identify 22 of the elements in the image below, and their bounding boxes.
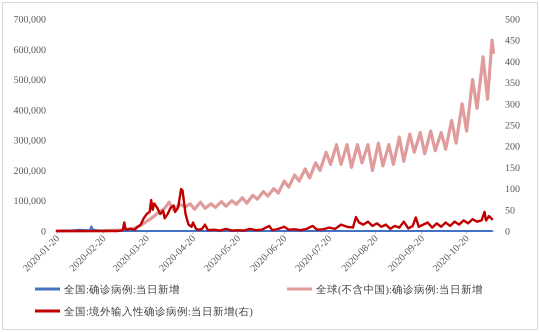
y2tick: 0 — [505, 226, 510, 238]
y2tick: 500 — [505, 14, 520, 26]
ytick: 500,000 — [14, 75, 46, 86]
y2tick: 300 — [505, 99, 520, 110]
ytick: 200,000 — [14, 166, 46, 177]
y2tick: 100 — [505, 184, 520, 196]
legend-label: 全球(不含中国):确诊病例:当日新增 — [316, 283, 483, 296]
y2tick: 450 — [505, 36, 520, 47]
legend-label: 全国:境外输入性确诊病例:当日新增(右) — [64, 305, 254, 318]
ytick: 600,000 — [14, 44, 46, 56]
y2tick: 200 — [505, 142, 520, 153]
ytick: 100,000 — [14, 196, 46, 208]
ytick: 700,000 — [14, 14, 46, 26]
y2tick: 250 — [505, 120, 520, 132]
y2tick: 400 — [505, 56, 520, 68]
y2tick: 50 — [505, 205, 515, 216]
y2tick: 350 — [505, 78, 520, 90]
legend-label: 全国:确诊病例:当日新增 — [64, 283, 180, 296]
ytick: 0 — [41, 226, 46, 238]
y2tick: 150 — [505, 162, 520, 174]
ytick: 300,000 — [14, 136, 46, 147]
ytick: 400,000 — [14, 105, 46, 116]
